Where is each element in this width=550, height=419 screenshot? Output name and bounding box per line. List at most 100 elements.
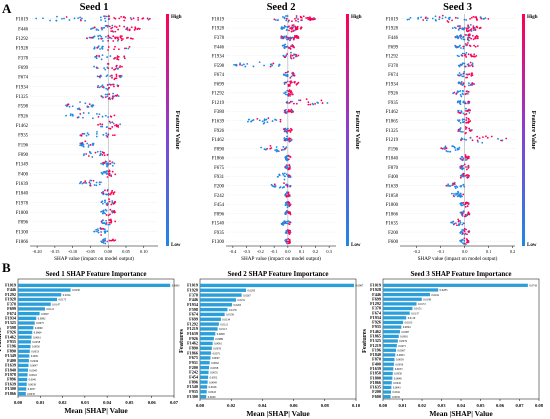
shap-point [269,145,272,147]
plot-frame [17,278,175,397]
shap-point [469,109,471,112]
shap-point [467,102,469,105]
shap-point [461,27,464,30]
bar-value-label: 0.0205 [233,304,241,307]
bar [18,363,29,368]
shap-point [112,40,115,42]
x-tick-label: 0.3 [326,249,332,254]
bar-value-label: 0.0683 [172,285,180,288]
shap-point [462,242,464,245]
feature-label: F674 [18,76,28,81]
shap-point [290,127,292,130]
colorbar-label: Feature Value [174,111,181,150]
shap-point [282,27,285,30]
plot-frame [382,278,540,400]
bar-category-label: F1928 [370,287,381,292]
bar-value-label: 0.0041 [29,379,37,382]
shap-point [457,191,460,194]
shap-point [292,102,295,105]
shap-point [468,84,470,87]
shap-point [461,156,464,158]
bar-category-label: F1865 [370,334,381,339]
shap-point [103,239,106,242]
shap-point [462,222,465,225]
shap-point [103,228,106,231]
shap-point [87,144,90,147]
bar-value-label: 0.0040 [208,396,216,399]
bar-value-label: 0.0041 [392,391,400,394]
shap-point [112,134,114,137]
feature-label: F1858 [386,194,399,199]
shap-point [281,35,283,38]
shap-point [90,27,93,30]
shap-point [80,17,83,20]
x-tick-label: 0.06 [496,403,505,408]
shap-point [104,68,107,71]
shap-point [104,114,107,117]
shap-point [462,183,465,186]
bar [18,359,29,363]
shap-point [35,17,38,20]
bar-category-label: F598 [189,307,198,312]
feature-label: F1019 [212,17,225,22]
shap-point [438,18,441,21]
shap-point [110,74,113,77]
shap-point [456,186,459,189]
shap-point [285,54,288,57]
shap-point [291,109,294,112]
shap-point [123,19,126,22]
feature-label: F200 [214,184,224,189]
bar-category-label: F1639 [5,363,16,368]
shap-point [136,28,139,31]
colorbar-low: Low [351,243,361,248]
shap-point [290,36,293,39]
bar [383,348,397,352]
shap-point [451,19,453,22]
shap-point [468,73,471,76]
shap-point [111,211,114,214]
shap-point [290,30,293,33]
shap-point [239,63,241,66]
shap-point [88,36,91,39]
shap-point [288,140,291,143]
shap-point [465,52,468,54]
shap-point [459,185,462,188]
shap-point [289,95,291,97]
shap-point [288,19,290,22]
shap-point [285,166,288,168]
shap-point [67,103,70,106]
shap-point [120,35,123,38]
shap-point [272,62,275,65]
shap-point [285,202,288,205]
bar [18,302,51,306]
shap-point [467,24,469,27]
shap-point [111,161,114,164]
shap-point [285,19,288,22]
shap-point [117,124,120,127]
shap-point [467,90,470,93]
shap-point [431,17,434,20]
shap-point [486,136,489,139]
feature-label: F1840 [386,157,399,162]
shap-point [286,206,289,209]
shap-point [476,135,479,138]
shap-point [98,86,101,89]
shap-point [292,38,295,41]
shap-point [286,191,288,194]
shap-point [288,137,290,140]
shap-point [299,16,302,19]
shap-point [288,90,290,92]
shap-point [471,139,474,142]
bar-category-label: F378 [372,306,381,311]
x-tick-label: 0.02 [227,403,236,408]
bar-category-label: F378 [7,301,16,306]
shap-point [95,28,98,31]
shap-point [465,122,467,124]
x-tick-label: 0.05 [125,400,134,405]
shap-point [97,123,99,126]
shap-point [289,27,292,30]
shap-point [465,238,468,240]
shap-point [472,26,475,29]
colorbar-high: High [351,15,362,20]
shap-point [294,55,297,58]
